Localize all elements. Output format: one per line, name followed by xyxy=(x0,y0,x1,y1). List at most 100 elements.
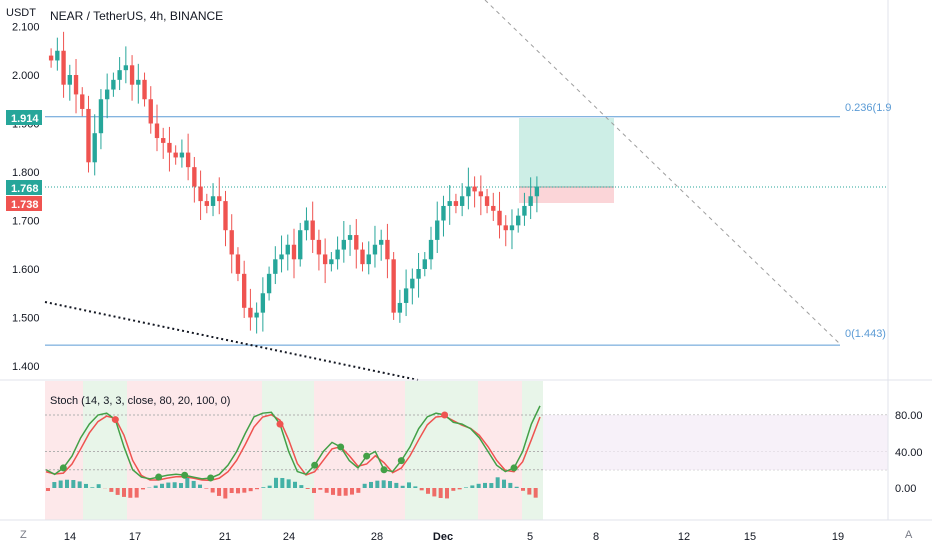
take-profit-zone[interactable] xyxy=(519,118,614,187)
time-tick-label: 12 xyxy=(678,531,690,543)
stoch-regime xyxy=(314,381,405,520)
histogram-bar xyxy=(337,488,342,496)
price-tick-label: 1.400 xyxy=(12,361,40,373)
candle-body xyxy=(198,186,203,202)
stoch-tick-0: 0.00 xyxy=(895,483,916,495)
candle-body xyxy=(391,259,396,313)
histogram-bar xyxy=(217,488,221,496)
histogram-bar xyxy=(331,488,335,495)
histogram-bar xyxy=(483,482,487,488)
histogram-bar xyxy=(204,488,209,489)
stoch-cross-dot xyxy=(380,466,388,474)
candle-body xyxy=(223,201,228,231)
time-tick-label: 21 xyxy=(219,531,231,543)
candle-body xyxy=(73,75,79,95)
histogram-bar xyxy=(84,483,88,488)
time-tick-label: 17 xyxy=(129,531,141,543)
candle-body xyxy=(67,75,72,85)
stoch-regime xyxy=(45,381,83,520)
histogram-bar xyxy=(293,481,297,488)
histogram-bar xyxy=(109,488,114,492)
stoch-cross-dot xyxy=(441,411,449,419)
stoch-cross-dot xyxy=(181,471,189,479)
candle-body xyxy=(86,108,91,163)
zoom-button[interactable]: Z xyxy=(20,529,27,541)
candle-body xyxy=(310,220,315,240)
fib-236-label: 0.236(1.9 xyxy=(845,102,891,114)
histogram-bar xyxy=(229,488,234,493)
candle-body xyxy=(497,210,502,226)
fib-price-tag: 1.914 xyxy=(6,110,42,125)
stoch-cross-dot xyxy=(59,464,67,472)
candle-body xyxy=(217,196,222,202)
time-tick-label: 28 xyxy=(371,531,383,543)
candle-body xyxy=(148,99,153,124)
candle-body xyxy=(210,196,216,206)
stop-loss-zone[interactable] xyxy=(519,187,614,203)
candle-body xyxy=(472,186,477,192)
candle-body xyxy=(354,235,359,250)
candle-body xyxy=(410,278,415,289)
time-tick-label: 8 xyxy=(593,531,599,543)
candle-body xyxy=(273,259,278,274)
histogram-bar xyxy=(388,481,392,488)
candle-body xyxy=(329,259,334,265)
stoch-cross-dot xyxy=(276,420,284,428)
stoch-label: Stoch (14, 3, 3, close, 80, 20, 100, 0) xyxy=(50,395,230,407)
histogram-bar xyxy=(46,488,50,491)
histogram-bar xyxy=(457,488,462,490)
histogram-bar xyxy=(495,477,500,488)
candle-body xyxy=(491,205,496,211)
candle-body xyxy=(435,220,440,240)
histogram-bar xyxy=(274,477,278,488)
time-tick-label: 19 xyxy=(832,531,844,543)
histogram-bar xyxy=(255,488,259,490)
histogram-bar xyxy=(476,483,481,488)
svg-text:1.914: 1.914 xyxy=(11,113,39,125)
candle-body xyxy=(48,55,54,61)
stoch-cross-dot xyxy=(363,452,371,460)
histogram-bar xyxy=(356,488,361,493)
histogram-bar xyxy=(369,481,373,488)
fib-0-label: 0(1.443) xyxy=(845,328,886,340)
candle-body xyxy=(136,79,141,85)
candle-body xyxy=(229,230,234,255)
histogram-bar xyxy=(451,488,456,491)
histogram-bar xyxy=(470,485,475,488)
candle-body xyxy=(98,99,104,134)
histogram-bar xyxy=(134,488,139,498)
stoch-tick-40: 40.00 xyxy=(895,447,923,459)
histogram-bar xyxy=(521,488,525,491)
time-tick-label: 15 xyxy=(744,531,756,543)
histogram-bar xyxy=(90,487,95,488)
candle-body xyxy=(235,254,241,274)
candle-body xyxy=(104,89,110,100)
candle-body xyxy=(241,273,247,308)
price-tick-label: 2.100 xyxy=(12,22,40,34)
candle-body xyxy=(385,239,390,260)
candle-body xyxy=(428,239,434,260)
histogram-bar xyxy=(432,488,437,497)
histogram-bar xyxy=(160,483,164,488)
candle-body xyxy=(379,239,384,245)
histogram-bar xyxy=(96,484,101,488)
candle-body xyxy=(192,167,197,187)
histogram-bar xyxy=(400,485,405,488)
histogram-bar xyxy=(122,488,126,497)
support-trendline[interactable] xyxy=(44,301,419,381)
histogram-bar xyxy=(248,488,253,492)
histogram-bar xyxy=(141,488,145,490)
histogram-bar xyxy=(185,478,190,488)
histogram-bar xyxy=(71,480,76,488)
stoch-cross-dot xyxy=(397,457,405,465)
auto-scale-button[interactable]: A xyxy=(905,529,913,541)
candle-body xyxy=(372,244,378,255)
stoch-regime xyxy=(478,381,522,520)
histogram-bar xyxy=(77,481,82,488)
histogram-bar xyxy=(261,487,266,488)
histogram-bar xyxy=(426,488,430,494)
histogram-bar xyxy=(52,482,57,488)
resistance-trendline[interactable] xyxy=(484,0,841,345)
